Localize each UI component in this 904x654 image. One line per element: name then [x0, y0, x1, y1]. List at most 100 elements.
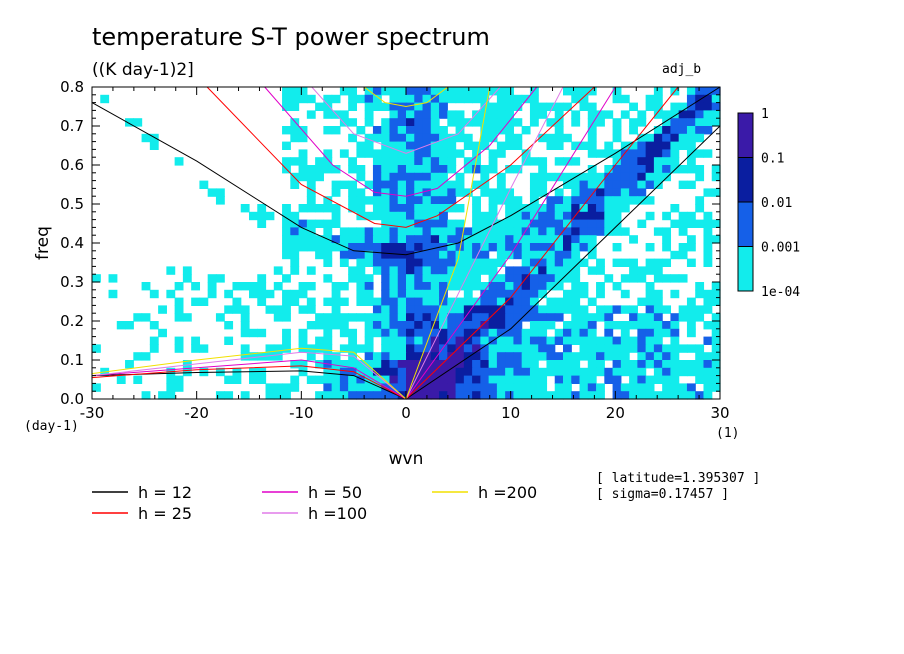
- power-cell: [629, 321, 638, 330]
- power-cell: [389, 375, 399, 384]
- power-cell: [397, 172, 407, 182]
- power-cell: [306, 352, 316, 361]
- power-cell: [364, 328, 374, 338]
- power-cell: [463, 87, 473, 96]
- power-cell: [447, 219, 457, 228]
- power-cell: [364, 196, 374, 205]
- power-cell: [629, 313, 638, 322]
- power-cell: [364, 336, 374, 345]
- power-cell: [529, 172, 539, 182]
- power-cell: [389, 211, 399, 221]
- power-cell: [563, 352, 572, 361]
- power-cell: [356, 227, 366, 236]
- power-cell: [645, 313, 655, 322]
- power-cell: [538, 344, 548, 353]
- power-cell: [430, 344, 440, 353]
- power-cell: [538, 391, 548, 400]
- power-cell: [455, 87, 465, 96]
- power-cell: [620, 321, 630, 330]
- power-cell: [563, 289, 572, 299]
- power-cell: [397, 258, 407, 267]
- power-cell: [645, 94, 655, 104]
- power-cell: [513, 297, 523, 306]
- power-cell: [604, 313, 614, 322]
- power-cell: [414, 133, 424, 143]
- power-cell: [356, 297, 366, 306]
- power-cell: [306, 219, 316, 228]
- power-cell: [397, 102, 407, 111]
- power-cell: [315, 391, 324, 400]
- power-cell: [612, 172, 622, 182]
- dispersion-curve-12-kelvin: [405, 125, 721, 400]
- power-cell: [372, 235, 382, 244]
- power-cell: [612, 126, 622, 135]
- power-cell: [306, 172, 316, 182]
- power-cell: [645, 391, 655, 400]
- power-cell: [439, 87, 448, 96]
- power-cell: [389, 87, 399, 96]
- power-cell: [306, 204, 316, 213]
- power-cell: [356, 375, 366, 384]
- power-cell: [414, 282, 424, 291]
- power-cell: [620, 383, 630, 392]
- power-cell: [571, 367, 581, 377]
- power-cell: [513, 313, 523, 322]
- power-cell: [563, 243, 572, 252]
- power-cell: [364, 211, 374, 221]
- power-cell: [488, 126, 498, 135]
- power-cell: [422, 383, 432, 392]
- power-cell: [637, 328, 647, 338]
- power-cell: [323, 344, 333, 353]
- power-cell: [306, 235, 316, 244]
- power-cell: [364, 141, 374, 150]
- power-cell: [587, 87, 597, 96]
- power-cell: [422, 204, 432, 213]
- power-cell: [496, 360, 506, 369]
- power-cell: [389, 282, 399, 291]
- power-cell: [480, 258, 490, 267]
- power-cell: [703, 211, 713, 221]
- power-cell: [455, 274, 465, 283]
- power-cell: [422, 250, 432, 260]
- power-cell: [488, 204, 498, 213]
- power-cell: [653, 289, 663, 299]
- power-cell: [381, 149, 391, 158]
- power-cell: [670, 321, 680, 330]
- power-cell: [372, 313, 382, 322]
- power-cell: [480, 367, 490, 377]
- power-cell: [298, 289, 308, 299]
- y-tick-label: 0.7: [60, 117, 84, 135]
- power-cell: [282, 87, 291, 96]
- power-cell: [348, 196, 358, 205]
- power-cell: [273, 383, 283, 392]
- power-cell: [414, 289, 424, 299]
- power-cell: [529, 219, 539, 228]
- power-cell: [488, 282, 498, 291]
- power-cell: [397, 344, 407, 353]
- power-cell: [439, 126, 448, 135]
- power-cell: [480, 243, 490, 252]
- power-cell: [397, 188, 407, 197]
- power-cell: [686, 235, 696, 244]
- power-cell: [323, 313, 333, 322]
- power-cell: [670, 328, 680, 338]
- power-cell: [455, 118, 465, 127]
- power-cell: [612, 188, 622, 197]
- power-cell: [505, 188, 515, 197]
- power-cell: [331, 352, 341, 361]
- power-cell: [488, 188, 498, 197]
- power-cell: [587, 141, 597, 150]
- power-cell: [587, 227, 597, 236]
- power-cell: [364, 344, 374, 353]
- power-cell: [92, 383, 101, 392]
- power-cell: [224, 321, 234, 330]
- power-cell: [306, 282, 316, 291]
- power-cell: [587, 102, 597, 111]
- power-cell: [397, 118, 407, 127]
- power-cell: [529, 297, 539, 306]
- power-cell: [505, 141, 515, 150]
- power-cell: [596, 110, 605, 119]
- power-cell: [298, 157, 308, 166]
- x-tick-label: 20: [606, 404, 625, 422]
- power-cell: [381, 87, 391, 96]
